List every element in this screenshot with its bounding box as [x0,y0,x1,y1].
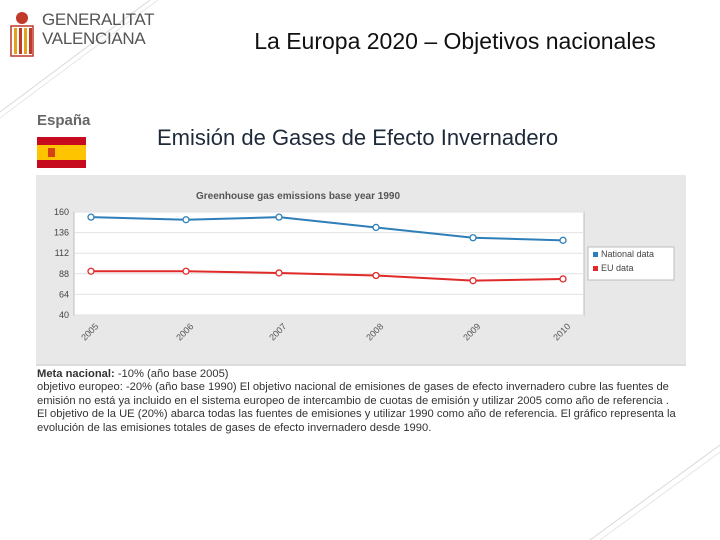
logo-line-1: GENERALITAT [42,10,155,29]
y-tick-label: 136 [54,228,69,238]
legend-swatch [593,266,598,271]
plot-area [73,211,585,316]
y-tick-label: 64 [59,289,69,299]
data-point [182,267,190,275]
legend-label: National data [601,249,654,259]
data-point [275,269,283,277]
series-line-national [90,216,564,242]
divider [36,364,686,366]
data-point [275,213,283,221]
x-tick-label: 2008 [364,321,385,342]
y-axis-ticks: 160 136 112 88 64 40 [54,207,69,320]
data-point [372,223,380,232]
series-lines [87,213,567,285]
data-point [87,267,95,275]
description-text: Meta nacional: -10% (año base 2005) obje… [37,368,677,435]
x-axis-ticks: 2005 2006 2007 2008 2009 2010 [79,321,572,342]
x-tick-label: 2006 [174,321,195,342]
grid-lines [74,211,584,316]
meta-label: Meta nacional: [37,368,115,380]
data-point [372,271,380,280]
chart-title: Greenhouse gas emissions base year 1990 [196,191,400,202]
y-tick-label: 40 [59,310,69,320]
logo-line-2: VALENCIANA [42,29,146,48]
coat-of-arms-icon [10,12,34,57]
country-name: España [37,112,91,129]
logo-text: GENERALITAT VALENCIANA [42,10,155,48]
x-tick-label: 2009 [461,321,482,342]
data-point [559,275,567,283]
legend-box [587,246,675,281]
legend-label: EU data [601,263,634,273]
data-point [559,236,567,244]
y-tick-label: 88 [59,269,69,279]
line-chart: Greenhouse gas emissions base year 1990 … [54,191,675,343]
y-tick-label: 160 [54,207,69,217]
data-point [87,213,95,221]
data-point [182,216,190,224]
legend: National data EU data [587,246,675,281]
meta-value: -10% (año base 2005) [114,368,229,380]
spain-flag-icon [37,137,86,168]
data-point [469,234,477,242]
chart-frame: Greenhouse gas emissions base year 1990 … [36,175,686,365]
series-line-eu [91,270,564,282]
x-tick-label: 2005 [79,321,100,342]
slide-title: La Europa 2020 – Objetivos nacionales [254,28,656,54]
data-point [469,277,477,285]
meta-line: Meta nacional: -10% (año base 2005) [37,368,677,381]
y-tick-label: 112 [55,248,69,258]
generalitat-logo: GENERALITAT VALENCIANA [8,10,158,66]
x-tick-label: 2010 [551,321,572,342]
x-tick-label: 2007 [267,321,288,342]
description-paragraph: objetivo europeo: -20% (año base 1990) E… [37,381,676,434]
chart-heading: Emisión de Gases de Efecto Invernadero [157,125,559,150]
legend-swatch [593,252,598,257]
